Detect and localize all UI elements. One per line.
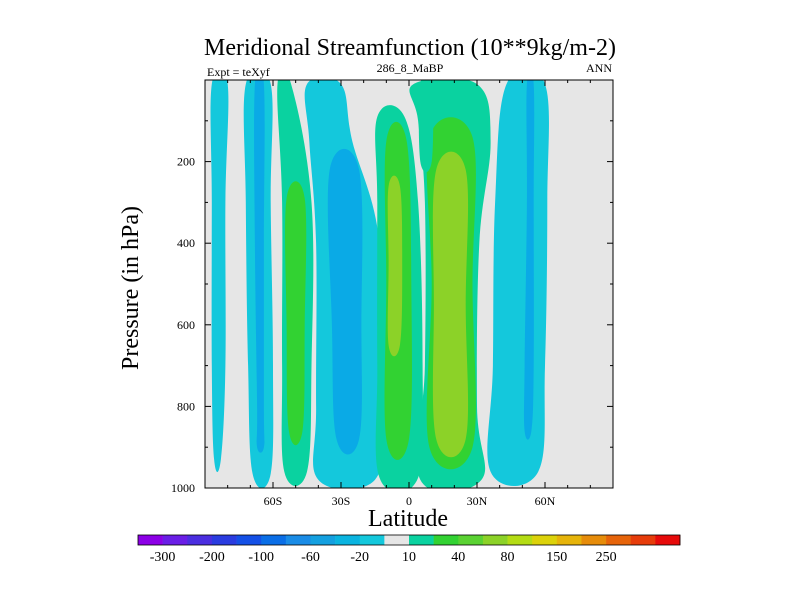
colorbar-swatch [236, 535, 262, 545]
y-tick-label: 1000 [171, 481, 195, 495]
contour-region-inner [387, 175, 403, 357]
chart-title: Meridional Streamfunction (10**9kg/m-2) [204, 35, 616, 61]
contour-feature [243, 80, 274, 488]
colorbar-frame [137, 534, 681, 546]
contour-feature [210, 80, 229, 473]
colorbar-label: 150 [546, 550, 567, 565]
contour-feature [409, 80, 491, 488]
colorbar-swatch [285, 535, 311, 545]
colorbar-label: -100 [248, 550, 274, 565]
contour-region-inner [327, 148, 363, 455]
colorbar-swatch [458, 535, 484, 545]
colorbar-swatch [655, 535, 681, 545]
x-tick-label: 30N [467, 494, 488, 508]
colorbar-swatch [310, 535, 336, 545]
contour-region [210, 80, 229, 473]
contour-region-inner [254, 80, 265, 453]
subtitle-left: Expt = teXyf [207, 65, 270, 79]
colorbar-swatch [211, 535, 237, 545]
contour-fields [210, 80, 549, 488]
y-tick-label: 600 [177, 318, 195, 332]
contour-feature [418, 80, 434, 173]
colorbar-swatch [507, 535, 533, 545]
colorbar-label: 40 [451, 550, 465, 565]
colorbar-swatch [409, 535, 434, 545]
y-tick-label: 400 [177, 236, 195, 250]
colorbar-swatch [433, 535, 459, 545]
x-axis-label: Latitude [368, 506, 448, 532]
colorbar-swatch [532, 535, 558, 545]
contour-feature [277, 80, 314, 487]
y-axis-label: Pressure (in hPa) [118, 206, 144, 370]
contour-region-inner [285, 181, 307, 446]
colorbar-label: 10 [402, 550, 416, 565]
colorbar-swatch [261, 535, 287, 545]
subtitle-center: 286_8_MaBP [377, 61, 444, 75]
contour-feature [487, 80, 549, 486]
colorbar-label: -20 [350, 550, 369, 565]
colorbar [137, 534, 681, 546]
colorbar-swatch [384, 535, 410, 545]
colorbar-labels: -300 -200 -100 -60 -20 10 40 80 150 250 [150, 550, 617, 565]
colorbar-swatch [630, 535, 656, 545]
contour-region-inner [432, 151, 469, 458]
contour-region [418, 80, 434, 173]
colorbar-swatch [187, 535, 213, 545]
colorbar-swatch [482, 535, 508, 545]
colorbar-swatch [359, 535, 385, 545]
colorbar-swatch [606, 535, 632, 545]
plot-area: 60S 30S 0 30N 60N 200 400 600 800 1000 [171, 79, 614, 508]
x-tick-label: 30S [332, 494, 351, 508]
contour-feature [375, 105, 424, 488]
colorbar-swatch [581, 535, 607, 545]
x-axis-ticks: 60S 30S 0 30N 60N [227, 80, 591, 508]
y-axis-ticks: 200 400 600 800 1000 [171, 120, 613, 495]
x-tick-label: 60S [264, 494, 283, 508]
colorbar-swatch [335, 535, 361, 545]
subtitle-right: ANN [586, 61, 612, 75]
y-tick-label: 800 [177, 399, 195, 413]
colorbar-label: -60 [301, 550, 320, 565]
colorbar-swatch [138, 535, 163, 545]
colorbar-label: 250 [596, 550, 617, 565]
colorbar-label: -300 [150, 550, 176, 565]
contour-feature [304, 80, 382, 488]
x-tick-label: 60N [535, 494, 556, 508]
y-tick-label: 200 [177, 155, 195, 169]
colorbar-label: 80 [501, 550, 515, 565]
contour-region-inner [523, 80, 535, 440]
colorbar-swatch [162, 535, 188, 545]
colorbar-label: -200 [199, 550, 225, 565]
colorbar-swatch [556, 535, 582, 545]
x-tick-label: 0 [406, 494, 412, 508]
